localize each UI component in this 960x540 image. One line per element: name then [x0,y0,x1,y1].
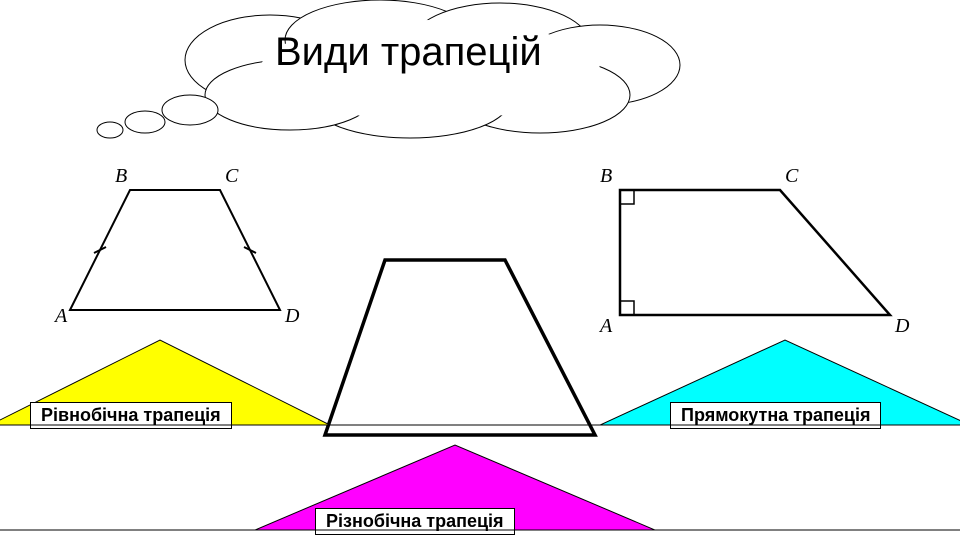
vertex-label-C-right: C [785,165,798,188]
vertex-label-B-right: B [600,165,612,188]
diagram-stage: Види трапецій A B C D A B C D Рівнобічна… [0,0,960,540]
page-title: Види трапецій [275,30,542,75]
vertex-label-D-left: D [285,305,299,328]
vertex-label-B-left: B [115,165,127,188]
scalene-trapezoid [300,240,620,450]
isosceles-trapezoid [40,170,300,330]
baseline-upper [0,424,960,426]
baseline-lower [0,529,960,531]
vertex-label-C-left: C [225,165,238,188]
right-trapezoid [580,165,920,335]
vertex-label-A-left: A [55,305,67,328]
